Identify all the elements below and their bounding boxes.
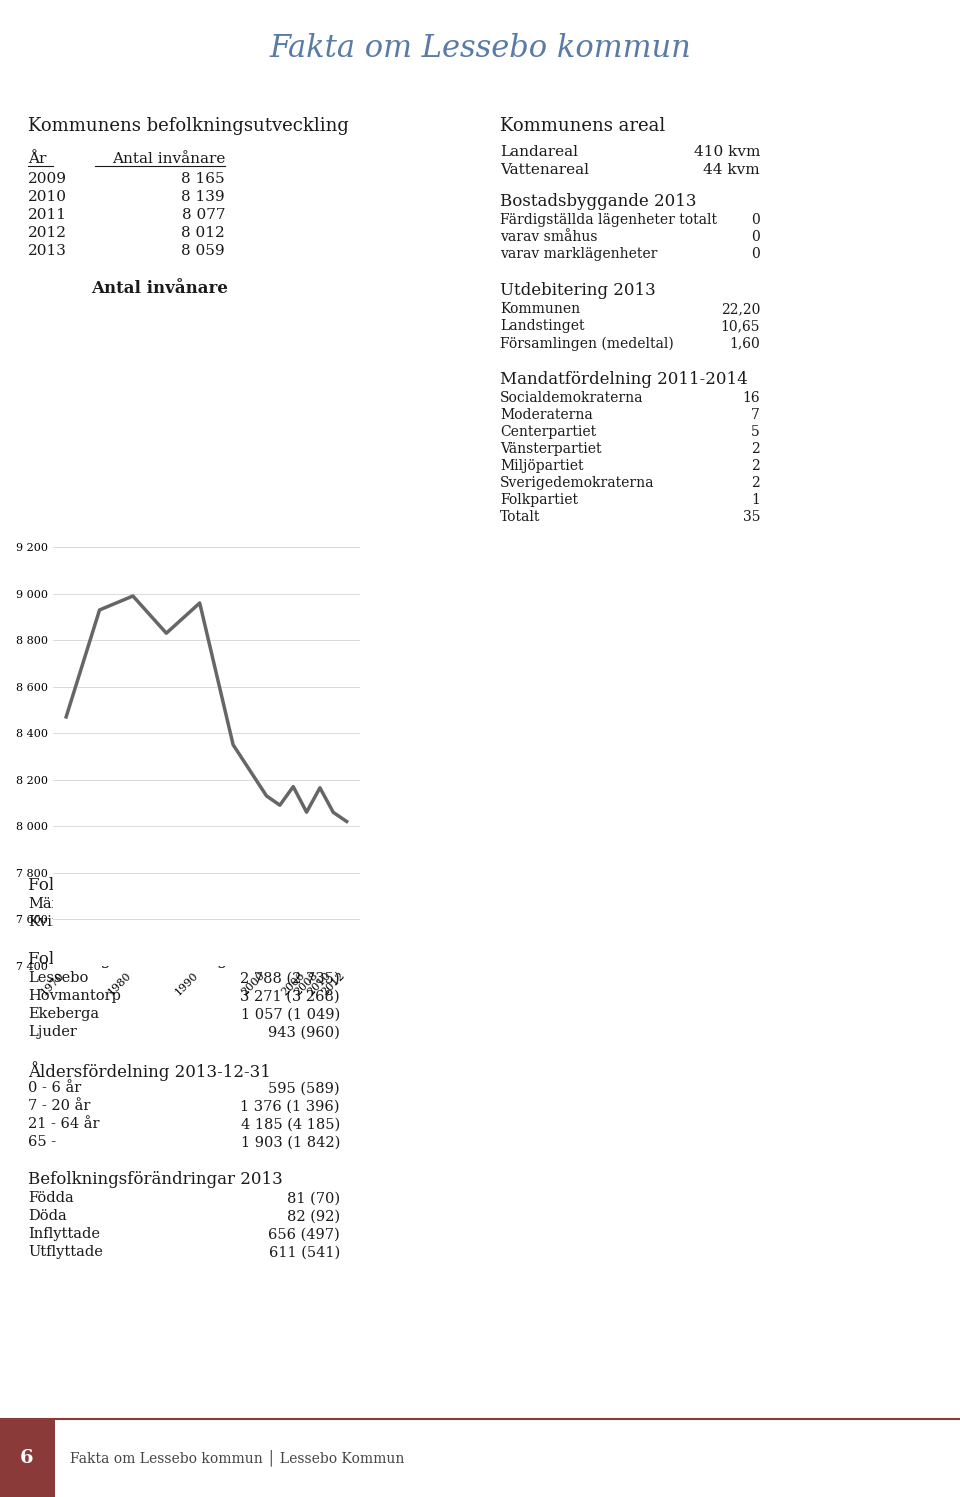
Text: Färdigställda lägenheter totalt: Färdigställda lägenheter totalt bbox=[500, 213, 717, 228]
Text: 5: 5 bbox=[752, 425, 760, 439]
Text: Centerpartiet: Centerpartiet bbox=[500, 425, 596, 439]
Text: 4 140 (4 070): 4 140 (4 070) bbox=[241, 897, 340, 912]
Text: 35: 35 bbox=[742, 510, 760, 524]
Text: 2 788 (2 735): 2 788 (2 735) bbox=[240, 972, 340, 985]
Text: 2: 2 bbox=[752, 460, 760, 473]
Text: Moderaterna: Moderaterna bbox=[500, 409, 592, 422]
Text: Totalt: Totalt bbox=[500, 510, 540, 524]
Text: 0: 0 bbox=[752, 213, 760, 228]
Text: Antal invånare: Antal invånare bbox=[111, 153, 225, 166]
Text: 0: 0 bbox=[752, 231, 760, 244]
Text: 8 077: 8 077 bbox=[181, 208, 225, 222]
Text: Antal invånare: Antal invånare bbox=[91, 280, 228, 298]
Text: Bostadsbyggande 2013: Bostadsbyggande 2013 bbox=[500, 193, 697, 210]
Text: Befolkningsförändringar 2013: Befolkningsförändringar 2013 bbox=[28, 1171, 283, 1189]
Text: Vattenareal: Vattenareal bbox=[500, 163, 589, 177]
Text: Ljuder: Ljuder bbox=[28, 1025, 77, 1039]
Text: 943 (960): 943 (960) bbox=[268, 1025, 340, 1039]
Text: Kommunens areal: Kommunens areal bbox=[500, 117, 665, 135]
Text: 410 kvm: 410 kvm bbox=[694, 145, 760, 159]
Text: 611 (541): 611 (541) bbox=[269, 1246, 340, 1259]
Text: 2009: 2009 bbox=[28, 172, 67, 186]
Text: 21 - 64 år: 21 - 64 år bbox=[28, 1117, 100, 1132]
Text: 44 kvm: 44 kvm bbox=[704, 163, 760, 177]
Text: Lessebo: Lessebo bbox=[28, 972, 88, 985]
Text: 2010: 2010 bbox=[28, 190, 67, 204]
Text: Åldersfördelning 2013-12-31: Åldersfördelning 2013-12-31 bbox=[28, 1061, 271, 1081]
FancyBboxPatch shape bbox=[0, 1419, 55, 1497]
Text: Mandatfördelning 2011-2014: Mandatfördelning 2011-2014 bbox=[500, 371, 748, 388]
Text: Landstinget: Landstinget bbox=[500, 319, 585, 334]
Text: 0: 0 bbox=[752, 247, 760, 262]
Text: 1: 1 bbox=[751, 494, 760, 507]
Text: 2: 2 bbox=[752, 442, 760, 457]
Text: Utdebitering 2013: Utdebitering 2013 bbox=[500, 283, 656, 299]
Text: 10,65: 10,65 bbox=[721, 319, 760, 334]
Text: Fakta om Lessebo kommun │ Lessebo Kommun: Fakta om Lessebo kommun │ Lessebo Kommun bbox=[70, 1449, 404, 1467]
Text: Födda: Födda bbox=[28, 1192, 74, 1205]
Text: 7: 7 bbox=[751, 409, 760, 422]
Text: varav marklägenheter: varav marklägenheter bbox=[500, 247, 658, 262]
Text: 595 (589): 595 (589) bbox=[269, 1081, 340, 1096]
Text: Kommunen: Kommunen bbox=[500, 302, 580, 316]
Text: 7 - 20 år: 7 - 20 år bbox=[28, 1099, 90, 1114]
Text: Hovmantorp: Hovmantorp bbox=[28, 990, 121, 1003]
Text: Församlingen (medeltal): Församlingen (medeltal) bbox=[500, 337, 674, 350]
Text: 22,20: 22,20 bbox=[721, 302, 760, 316]
Text: År: År bbox=[28, 153, 46, 166]
Text: Kvinnor: Kvinnor bbox=[28, 915, 86, 930]
Text: varav småhus: varav småhus bbox=[500, 231, 597, 244]
Text: 8 139: 8 139 bbox=[181, 190, 225, 204]
Text: Miljöpartiet: Miljöpartiet bbox=[500, 460, 584, 473]
Text: Sverigedemokraterna: Sverigedemokraterna bbox=[500, 476, 655, 491]
Text: 82 (92): 82 (92) bbox=[287, 1210, 340, 1223]
Text: Utflyttade: Utflyttade bbox=[28, 1246, 103, 1259]
Text: Kommunens befolkningsutveckling: Kommunens befolkningsutveckling bbox=[28, 117, 348, 135]
Text: 1 903 (1 842): 1 903 (1 842) bbox=[241, 1135, 340, 1150]
Text: Män: Män bbox=[28, 897, 61, 912]
Text: 8 059: 8 059 bbox=[181, 244, 225, 259]
Text: Ekeberga: Ekeberga bbox=[28, 1007, 99, 1021]
Text: Folkmängd i församlingar 2013-12-31: Folkmängd i församlingar 2013-12-31 bbox=[28, 951, 347, 969]
Text: 8 012: 8 012 bbox=[181, 226, 225, 241]
Text: 656 (497): 656 (497) bbox=[268, 1228, 340, 1241]
Text: 1 057 (1 049): 1 057 (1 049) bbox=[241, 1007, 340, 1021]
Text: 8 165: 8 165 bbox=[181, 172, 225, 186]
Text: 0 - 6 år: 0 - 6 år bbox=[28, 1081, 82, 1096]
Text: Döda: Döda bbox=[28, 1210, 67, 1223]
Text: 3 271 (3 268): 3 271 (3 268) bbox=[240, 990, 340, 1003]
Text: Folkpartiet: Folkpartiet bbox=[500, 494, 578, 507]
Text: 4 185 (4 185): 4 185 (4 185) bbox=[241, 1117, 340, 1132]
Text: 65 -: 65 - bbox=[28, 1135, 56, 1150]
Text: 81 (70): 81 (70) bbox=[287, 1192, 340, 1205]
Text: Fakta om Lessebo kommun: Fakta om Lessebo kommun bbox=[269, 33, 691, 64]
Text: 3 919 (3 942): 3 919 (3 942) bbox=[241, 915, 340, 930]
Text: Landareal: Landareal bbox=[500, 145, 578, 159]
Text: 2: 2 bbox=[752, 476, 760, 491]
Text: 1 376 (1 396): 1 376 (1 396) bbox=[241, 1099, 340, 1114]
Text: Socialdemokraterna: Socialdemokraterna bbox=[500, 391, 643, 406]
Text: Inflyttade: Inflyttade bbox=[28, 1228, 100, 1241]
Text: 16: 16 bbox=[742, 391, 760, 406]
Text: 6: 6 bbox=[20, 1449, 34, 1467]
Text: Vänsterpartiet: Vänsterpartiet bbox=[500, 442, 602, 457]
Text: 2011: 2011 bbox=[28, 208, 67, 222]
Text: 1,60: 1,60 bbox=[730, 337, 760, 350]
Text: 2013: 2013 bbox=[28, 244, 67, 259]
Text: 2012: 2012 bbox=[28, 226, 67, 241]
Text: Folkmängd 2013-12-31: Folkmängd 2013-12-31 bbox=[28, 877, 223, 894]
